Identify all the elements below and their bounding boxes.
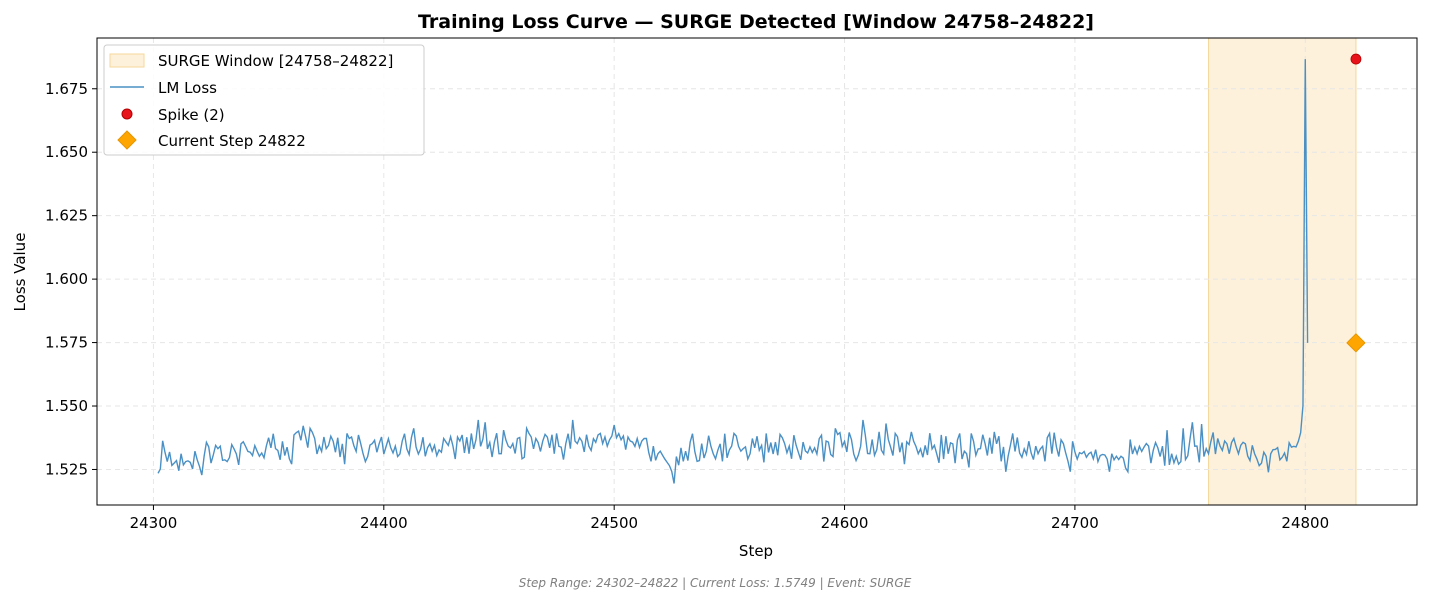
legend-spike-label: Spike (2)	[158, 106, 225, 124]
axes-frame	[96, 37, 1418, 506]
legend-window-label: SURGE Window [24758–24822]	[158, 52, 393, 70]
legend-current-swatch	[117, 130, 137, 150]
plot-area	[97, 37, 1417, 506]
spike-point	[1350, 53, 1362, 65]
legend: SURGE Window [24758–24822] LM Loss Spike…	[103, 44, 425, 156]
y-axis-ticks: 1.525 1.550 1.575 1.600 1.625 1.650 1.675	[45, 80, 97, 478]
x-tick-label: 24700	[1051, 514, 1099, 532]
chart-title: Training Loss Curve — SURGE Detected [Wi…	[418, 11, 1094, 33]
x-tick-label: 24600	[821, 514, 869, 532]
y-tick-label: 1.625	[45, 207, 88, 225]
spike-markers	[1350, 53, 1362, 65]
x-axis-ticks: 24300 24400 24500 24600 24700 24800	[130, 505, 1329, 532]
y-axis-label: Loss Value	[11, 233, 29, 312]
legend-line-label: LM Loss	[158, 79, 217, 97]
legend-current-label: Current Step 24822	[158, 132, 306, 150]
x-tick-label: 24400	[360, 514, 408, 532]
y-tick-label: 1.650	[45, 143, 88, 161]
surge-window-band	[1208, 37, 1357, 506]
current-step-point	[1346, 333, 1366, 353]
y-tick-label: 1.675	[45, 80, 88, 98]
lm-loss-line	[157, 59, 1309, 484]
x-axis-label: Step	[739, 542, 773, 560]
legend-spike-swatch	[121, 108, 133, 120]
grid-lines	[97, 38, 1417, 505]
y-tick-label: 1.600	[45, 270, 88, 288]
y-tick-label: 1.575	[45, 334, 88, 352]
footer-note: Step Range: 24302–24822 | Current Loss: …	[519, 576, 912, 590]
y-tick-label: 1.525	[45, 460, 88, 478]
legend-window-swatch	[109, 53, 145, 68]
current-step-marker	[1346, 333, 1366, 353]
legend-box	[103, 44, 425, 156]
x-tick-label: 24500	[590, 514, 638, 532]
y-tick-label: 1.550	[45, 397, 88, 415]
x-tick-label: 24800	[1281, 514, 1329, 532]
x-tick-label: 24300	[130, 514, 178, 532]
